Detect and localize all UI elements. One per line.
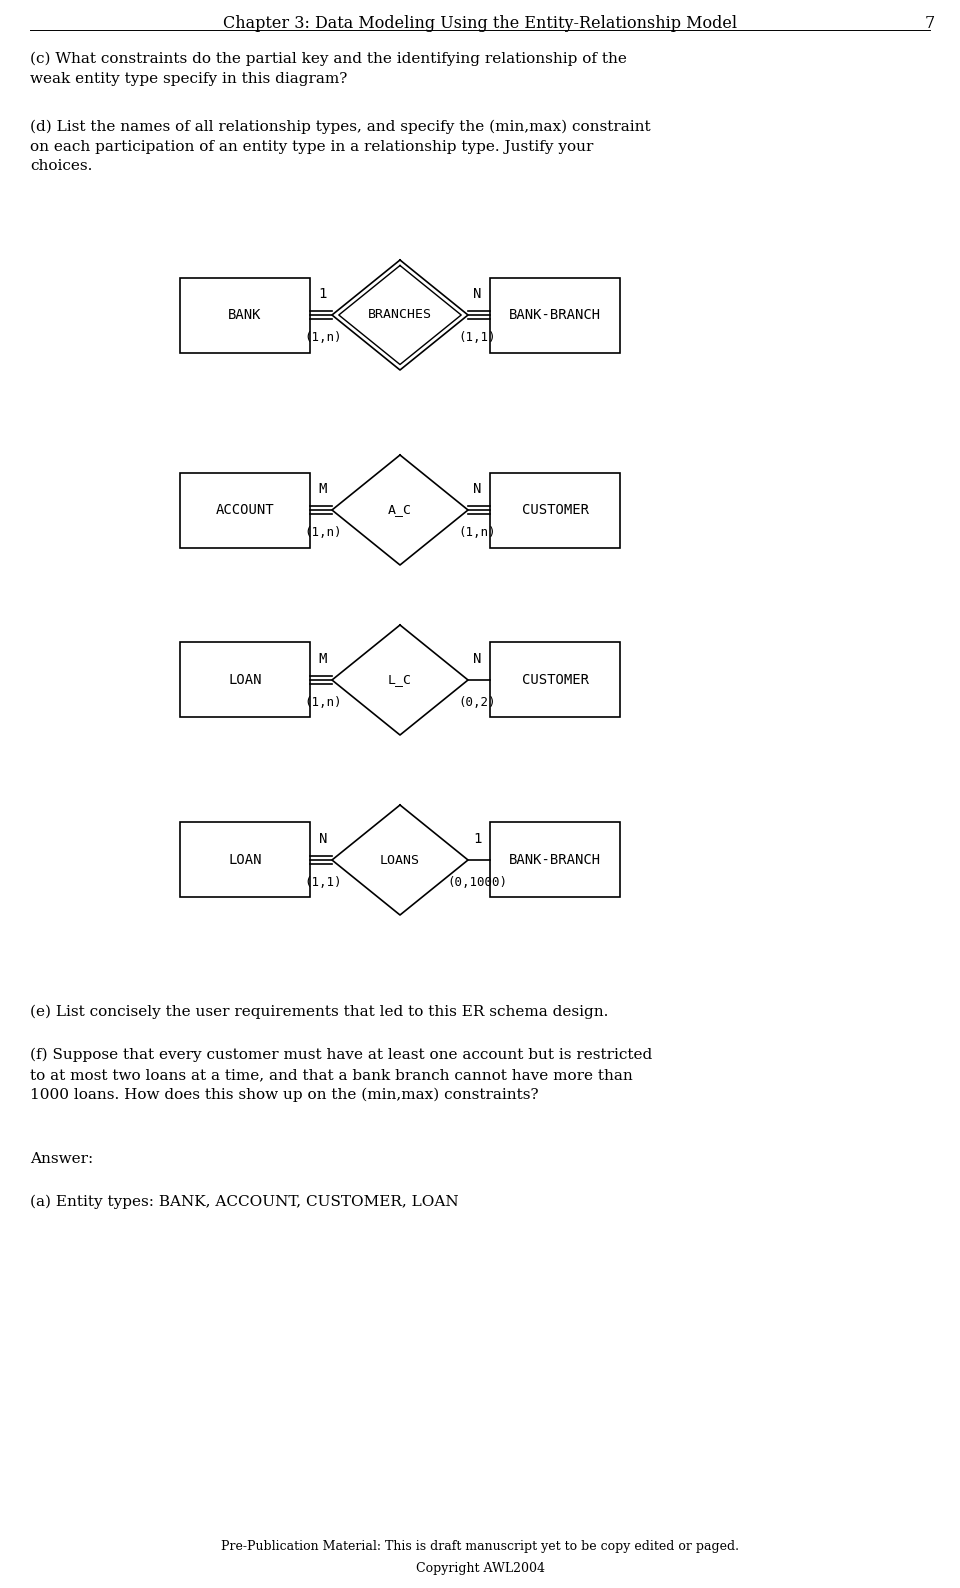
Text: (1,1): (1,1) <box>459 330 496 345</box>
Text: (1,n): (1,n) <box>304 526 342 538</box>
Text: BRANCHES: BRANCHES <box>368 308 432 321</box>
Text: (1,n): (1,n) <box>459 526 496 538</box>
Text: Pre-Publication Material: This is draft manuscript yet to be copy edited or page: Pre-Publication Material: This is draft … <box>221 1540 739 1553</box>
Text: (0,1000): (0,1000) <box>447 877 507 889</box>
Text: Chapter 3: Data Modeling Using the Entity-Relationship Model: Chapter 3: Data Modeling Using the Entit… <box>223 14 737 32</box>
Text: (d) List the names of all relationship types, and specify the (min,max) constrai: (d) List the names of all relationship t… <box>30 121 651 173</box>
Text: LOAN: LOAN <box>228 673 262 688</box>
Bar <box>490 823 620 897</box>
Bar <box>490 473 620 548</box>
Bar <box>180 823 310 897</box>
Text: N: N <box>473 287 481 302</box>
Text: M: M <box>319 653 327 665</box>
Text: A_C: A_C <box>388 503 412 516</box>
Text: BANK-BRANCH: BANK-BRANCH <box>509 308 601 322</box>
Text: Answer:: Answer: <box>30 1151 93 1166</box>
Text: 1: 1 <box>319 287 327 302</box>
Text: LOANS: LOANS <box>380 853 420 867</box>
Text: 7: 7 <box>924 14 935 32</box>
Bar <box>180 473 310 548</box>
Bar <box>180 278 310 353</box>
Text: (1,n): (1,n) <box>304 696 342 708</box>
Text: 1: 1 <box>473 832 481 846</box>
Bar <box>490 643 620 718</box>
Text: (1,1): (1,1) <box>304 877 342 889</box>
Text: (a) Entity types: BANK, ACCOUNT, CUSTOMER, LOAN: (a) Entity types: BANK, ACCOUNT, CUSTOME… <box>30 1196 459 1210</box>
Text: BANK-BRANCH: BANK-BRANCH <box>509 853 601 867</box>
Text: BANK: BANK <box>228 308 262 322</box>
Text: (0,2): (0,2) <box>459 696 496 708</box>
Text: (1,n): (1,n) <box>304 330 342 345</box>
Text: N: N <box>473 653 481 665</box>
Text: ACCOUNT: ACCOUNT <box>216 503 275 518</box>
Bar <box>180 643 310 718</box>
Text: (f) Suppose that every customer must have at least one account but is restricted: (f) Suppose that every customer must hav… <box>30 1048 652 1102</box>
Text: CUSTOMER: CUSTOMER <box>521 503 588 518</box>
Text: N: N <box>473 483 481 495</box>
Text: N: N <box>319 832 327 846</box>
Text: (c) What constraints do the partial key and the identifying relationship of the
: (c) What constraints do the partial key … <box>30 52 627 86</box>
Text: CUSTOMER: CUSTOMER <box>521 673 588 688</box>
Text: (e) List concisely the user requirements that led to this ER schema design.: (e) List concisely the user requirements… <box>30 1005 609 1019</box>
Text: LOAN: LOAN <box>228 853 262 867</box>
Bar <box>490 278 620 353</box>
Text: M: M <box>319 483 327 495</box>
Text: Copyright AWL2004: Copyright AWL2004 <box>416 1563 544 1575</box>
Text: L_C: L_C <box>388 673 412 686</box>
